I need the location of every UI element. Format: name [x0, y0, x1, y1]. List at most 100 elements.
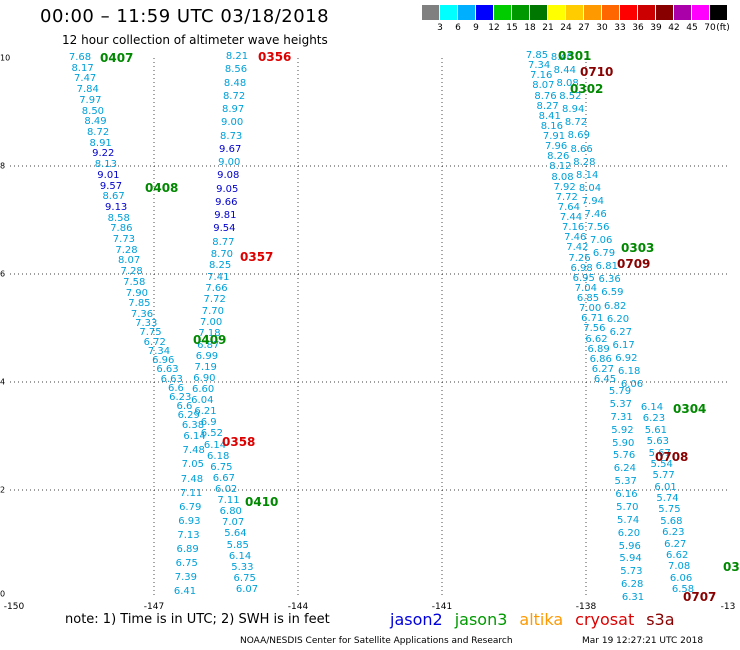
scale-swatch: [566, 5, 583, 20]
wave-height-value: 7.41: [207, 271, 230, 283]
scale-label: 42: [668, 23, 680, 33]
wave-height-value: 7.85: [525, 50, 549, 61]
wave-height-value: 9.67: [219, 143, 242, 155]
wave-height-value: 7.72: [555, 191, 578, 203]
scale-label: 15: [506, 23, 518, 33]
scale-swatch: [440, 5, 457, 20]
wave-height-value: 6.72: [143, 336, 166, 348]
wave-height-value: 8.91: [89, 137, 112, 149]
wave-height-value: 9.13: [105, 201, 128, 213]
wave-height-value: 9.00: [220, 117, 244, 129]
wave-height-value: 7.56: [583, 323, 606, 335]
wave-height-value: 6.07: [235, 584, 259, 595]
wave-height-value: 6.81: [595, 261, 618, 273]
wave-height-value: 8.66: [570, 143, 593, 155]
wave-height-value: 8.07: [532, 80, 555, 92]
wave-height-value: 5.61: [644, 424, 668, 436]
wave-height-value: 7.97: [79, 94, 102, 106]
pass-label: 0357: [240, 250, 274, 264]
scale-label: 39: [650, 23, 662, 33]
wave-height-value: 8.73: [220, 130, 243, 142]
wave-height-value: 6.28: [621, 579, 644, 591]
scale-swatch: [656, 5, 673, 20]
wave-height-value: 5.73: [620, 566, 643, 578]
wave-height-value: 6.16: [615, 489, 638, 500]
legend-item: altika: [519, 610, 564, 629]
wave-height-value: 7.08: [667, 561, 691, 573]
wave-height-value: 6.58: [671, 584, 695, 595]
wave-height-value: 6.67: [212, 472, 235, 484]
scale-swatch: [512, 5, 529, 20]
wave-height-value: 6.86: [589, 353, 612, 365]
wave-height-value: 6.45: [593, 374, 617, 385]
pass-label: 0303: [621, 241, 655, 255]
y-tick: 0: [0, 589, 6, 599]
wave-height-value: 7.46: [584, 208, 607, 220]
wave-height-value: 5.37: [614, 476, 637, 488]
wave-height-value: 7.84: [76, 84, 99, 96]
wave-height-value: 8.27: [536, 100, 559, 112]
wave-height-value: 6.75: [175, 557, 198, 569]
wave-height-value: 7.11: [217, 495, 240, 507]
wave-height-value: 9.54: [213, 223, 236, 235]
pass-label: 03: [723, 560, 740, 574]
wave-height-value: 6.41: [173, 586, 197, 597]
wave-height-value: 8.97: [221, 104, 245, 116]
legend-item: cryosat: [575, 610, 635, 629]
wave-height-value: 7.39: [174, 571, 197, 583]
pass-label: 0358: [222, 435, 256, 449]
wave-height-value: 8.21: [225, 51, 249, 62]
scale-swatch: [710, 5, 727, 20]
wave-height-value: 6.85: [576, 293, 600, 304]
wave-height-value: 8.04: [578, 182, 602, 194]
wave-height-value: 6.27: [591, 363, 615, 375]
wave-height-value: 8.40: [550, 52, 574, 63]
wave-height-value: 7.00: [199, 317, 223, 329]
wave-height-value: 6.63: [160, 373, 183, 385]
y-tick: 6: [0, 269, 6, 279]
wave-height-value: 5.90: [612, 437, 635, 449]
x-tick: -147: [143, 602, 165, 612]
wave-height-value: 6.62: [585, 333, 608, 345]
wave-height-value: 6.31: [621, 592, 645, 603]
pass-label: 0301: [558, 49, 592, 63]
wave-height-value: 9.05: [216, 183, 239, 195]
pass-label: 0707: [683, 590, 717, 604]
scale-swatch: [584, 5, 601, 20]
wave-height-value: 6.14: [640, 402, 664, 413]
wave-height-value: 8.52: [559, 91, 582, 103]
wave-height-value: 7.48: [182, 445, 205, 457]
wave-height-value: 6.80: [219, 506, 242, 518]
wave-height-value: 8.72: [222, 90, 246, 102]
wave-height-value: 6.99: [195, 350, 219, 362]
wave-height-value: 9.00: [218, 157, 241, 169]
scale-swatch: [692, 5, 709, 20]
wave-height-value: 7.64: [557, 201, 581, 213]
wave-height-value: 6.79: [592, 248, 616, 260]
scale-label: 21: [542, 23, 554, 33]
wave-height-value: 6.29: [177, 410, 200, 422]
wave-height-value: 6.04: [191, 395, 214, 407]
wave-height-value: 7.05: [181, 459, 204, 471]
page-title: 00:00 – 11:59 UTC 03/18/2018: [40, 6, 330, 27]
x-tick: -138: [575, 602, 597, 612]
scale-swatch: [422, 5, 439, 20]
wave-height-value: 9.57: [99, 180, 123, 192]
scale-swatch: [476, 5, 493, 20]
scale-swatch: [530, 5, 547, 20]
wave-height-value: 5.79: [608, 386, 632, 397]
wave-height-value: 7.85: [128, 298, 151, 310]
wave-height-value: 5.77: [652, 470, 675, 482]
wave-height-value: 7.00: [578, 303, 602, 315]
wave-height-value: 7.68: [68, 52, 92, 63]
y-tick: 10: [0, 53, 11, 63]
wave-height-value: 7.33: [135, 318, 158, 330]
wave-height-value: 6.75: [233, 572, 256, 584]
wave-height-value: 6.17: [612, 339, 635, 351]
wave-height-value: 6.92: [615, 352, 638, 364]
wave-height-value: 8.72: [564, 117, 588, 129]
scale-label: 45: [686, 23, 698, 33]
wave-height-value: 8.13: [94, 159, 117, 171]
wave-height-value: 6.06: [620, 379, 644, 390]
